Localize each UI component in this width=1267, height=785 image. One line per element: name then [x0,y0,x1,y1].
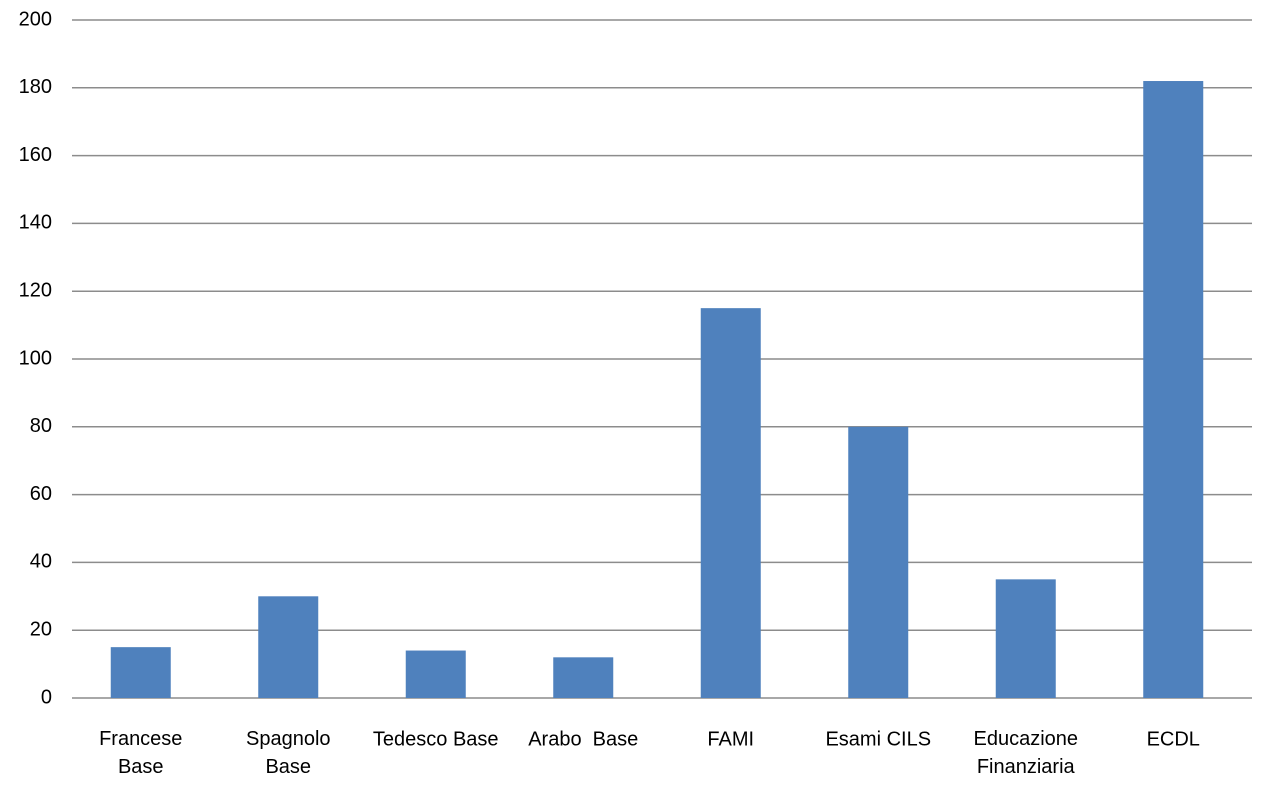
x-tick-label: Francese Base [99,728,182,778]
y-tick-label: 40 [30,551,52,573]
y-tick-label: 200 [19,8,52,30]
bar [405,650,466,698]
y-tick-label: 120 [19,279,52,301]
x-tick-label: Spagnolo Base [246,728,331,778]
y-tick-label: 180 [19,76,52,98]
bar [995,579,1056,698]
bar [700,308,761,698]
bar [553,657,614,698]
x-tick-label: FAMI [707,728,754,750]
x-tick-label: Tedesco Base [373,728,499,750]
x-tick-label: ECDL [1147,728,1200,750]
y-tick-label: 20 [30,618,52,640]
y-tick-label: 60 [30,483,52,505]
bar [258,596,319,698]
y-tick-label: 160 [19,144,52,166]
y-tick-label: 80 [30,415,52,437]
bar [1143,81,1204,698]
bar [110,647,171,698]
x-tick-label: Esami CILS [825,728,931,750]
x-tick-label: Arabo Base [528,728,638,750]
y-tick-label: 0 [41,686,52,708]
bar [848,426,909,698]
y-tick-label: 100 [19,347,52,369]
x-tick-label: Educazione Finanziaria [973,728,1078,778]
y-tick-label: 140 [19,212,52,234]
